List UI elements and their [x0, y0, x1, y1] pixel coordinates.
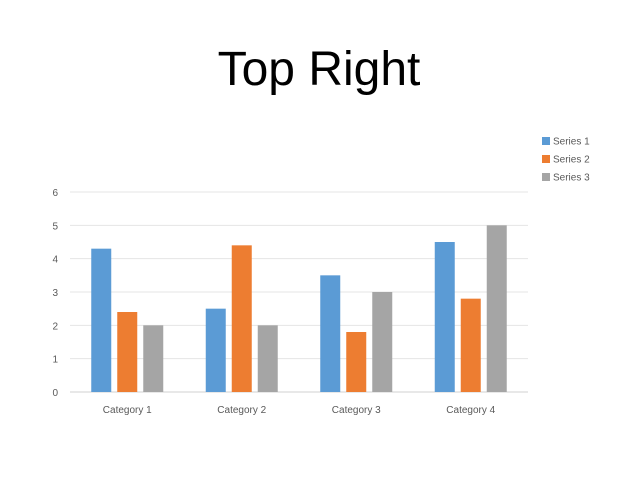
x-tick-label: Category 4: [446, 405, 495, 416]
y-tick-label: 2: [52, 321, 58, 332]
x-tick-label: Category 2: [217, 405, 266, 416]
legend-swatch: [542, 137, 550, 145]
bar-3-3: [372, 292, 393, 392]
x-tick-label: Category 1: [103, 405, 152, 416]
bar-3-2: [257, 325, 278, 392]
y-tick-label: 1: [52, 355, 58, 366]
bar-2-1: [117, 312, 138, 392]
bar-2-2: [231, 245, 252, 392]
bar-2-4: [460, 298, 481, 392]
slide-title: Top Right: [217, 43, 421, 96]
bar-1-3: [320, 275, 341, 392]
y-tick-label: 6: [52, 188, 58, 199]
bar-3-1: [143, 325, 164, 392]
legend-swatch: [542, 173, 550, 181]
legend-label: Series 2: [553, 155, 590, 166]
y-tick-label: 3: [52, 288, 58, 299]
bar-1-2: [205, 308, 226, 392]
y-tick-label: 4: [52, 255, 58, 266]
bar-3-4: [486, 225, 507, 392]
y-tick-label: 0: [52, 388, 58, 399]
y-tick-label: 5: [52, 221, 58, 232]
bar-1-4: [434, 242, 455, 392]
bar-2-3: [346, 332, 367, 392]
legend-label: Series 3: [553, 173, 590, 184]
x-tick-label: Category 3: [332, 405, 381, 416]
legend-swatch: [542, 155, 550, 163]
bar-1-1: [91, 248, 112, 392]
legend-label: Series 1: [553, 137, 590, 148]
